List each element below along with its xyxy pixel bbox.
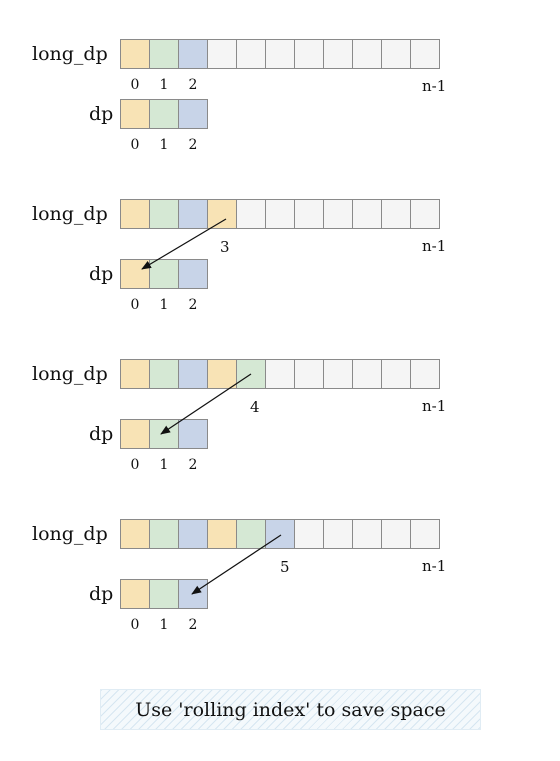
rolling-arrow bbox=[141, 218, 227, 270]
caption-text: Use 'rolling index' to save space bbox=[135, 698, 446, 721]
rolling-arrow bbox=[160, 373, 252, 435]
caption-box: Use 'rolling index' to save space bbox=[100, 689, 481, 730]
rolling-arrow bbox=[191, 534, 282, 595]
